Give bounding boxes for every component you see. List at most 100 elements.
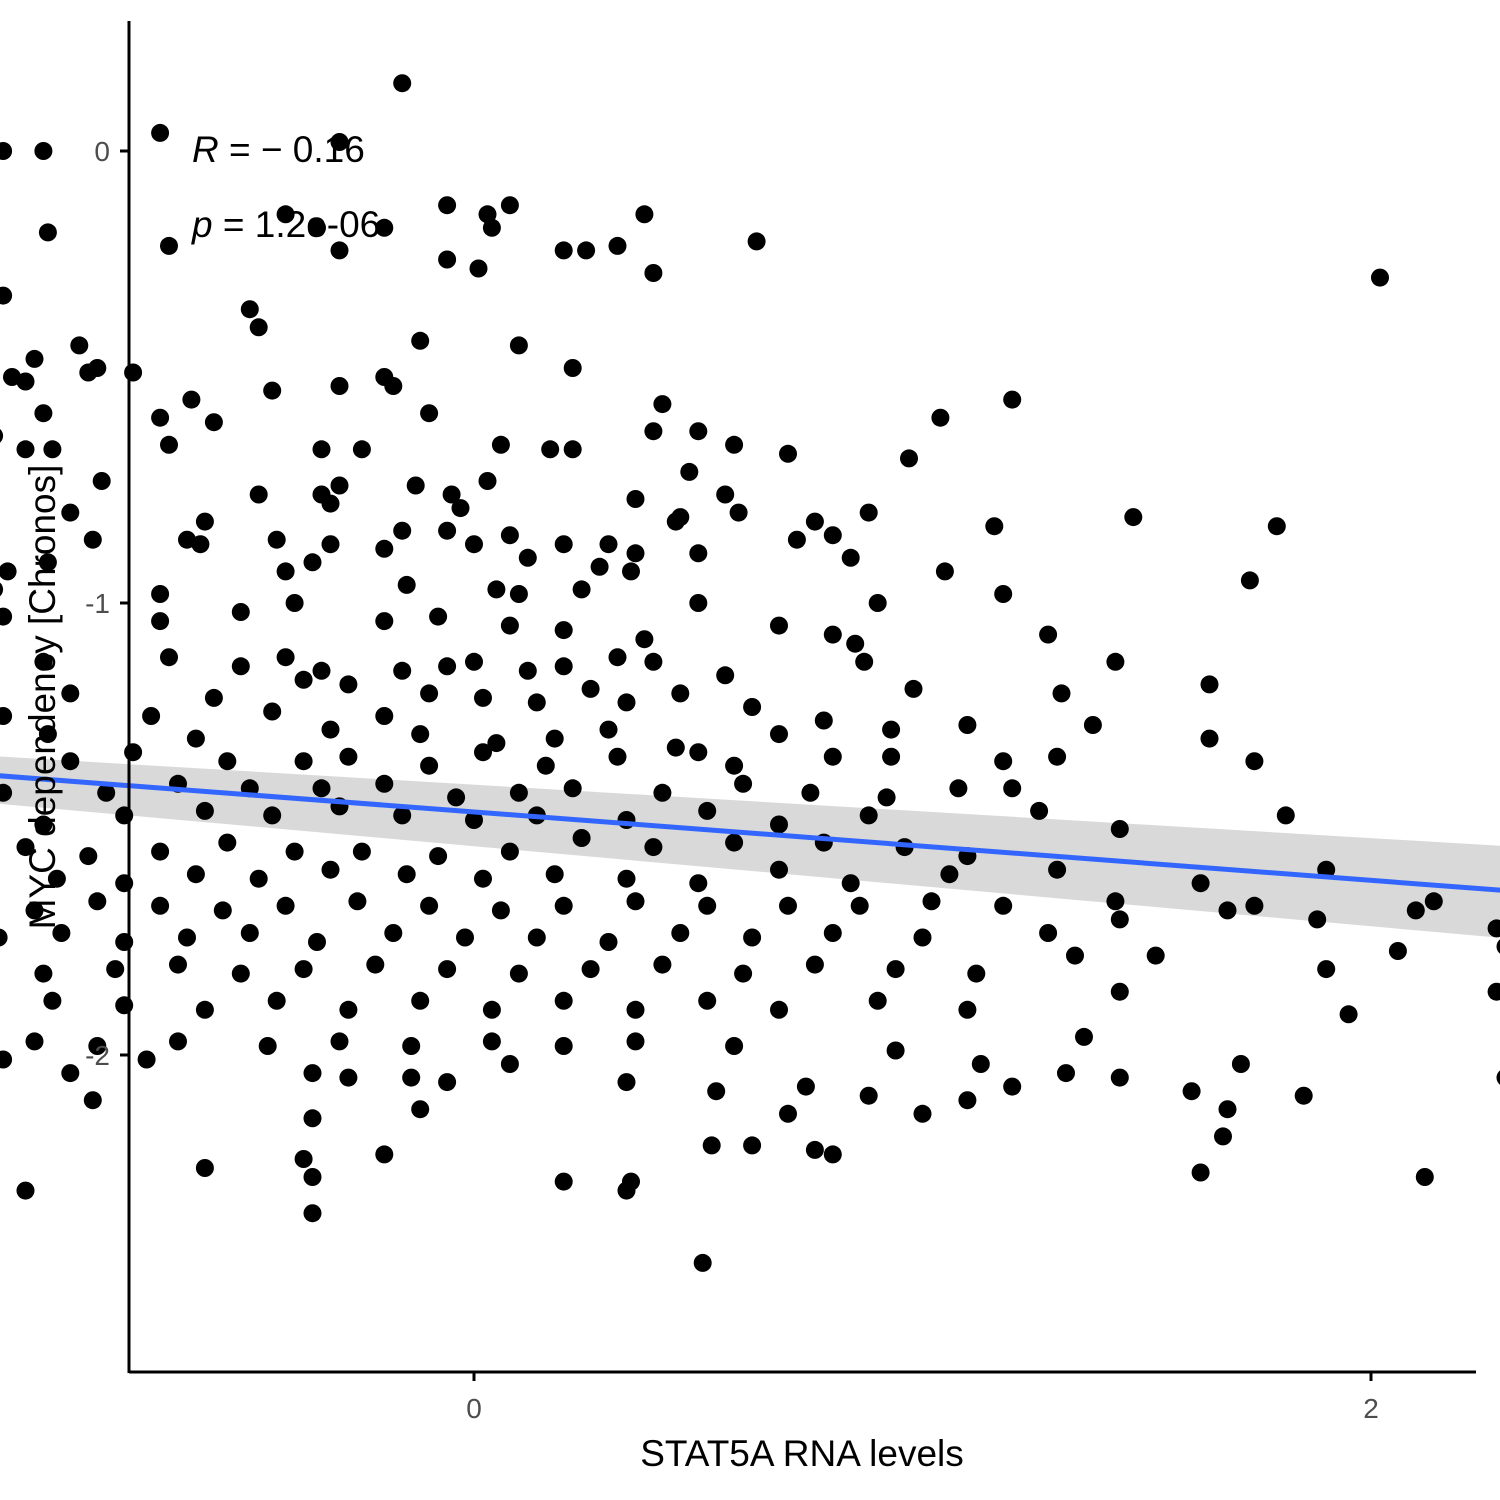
data-point (796, 1077, 815, 1096)
data-point (491, 435, 510, 454)
data-point (474, 688, 492, 707)
data-point (34, 404, 53, 423)
x-axis-title: STAT5A RNA levels (640, 1433, 964, 1474)
data-point (1066, 946, 1084, 965)
data-point (312, 661, 331, 680)
data-point (61, 684, 80, 703)
data-point (581, 679, 600, 698)
data-point (1003, 1077, 1022, 1096)
data-point (994, 752, 1013, 771)
data-point (482, 1000, 501, 1019)
data-point (231, 964, 250, 983)
data-point (554, 896, 573, 915)
data-point (626, 1032, 645, 1051)
data-point (743, 928, 762, 947)
data-point (487, 734, 506, 753)
data-point (465, 811, 483, 829)
data-point (451, 499, 470, 518)
data-point (572, 829, 591, 847)
data-point (536, 756, 555, 775)
data-point (240, 300, 259, 319)
data-point (178, 928, 196, 947)
data-point (707, 1082, 726, 1101)
data-point (160, 648, 178, 667)
data-point (1110, 910, 1129, 929)
data-point (509, 964, 528, 983)
data-point (330, 377, 349, 395)
data-point (25, 1032, 44, 1051)
data-point (366, 955, 385, 974)
data-point (779, 896, 797, 915)
data-point (406, 476, 425, 495)
data-point (1106, 892, 1125, 911)
data-point (276, 562, 295, 581)
data-point (1146, 946, 1165, 965)
data-point (397, 575, 416, 594)
data-point (16, 440, 35, 459)
y-tick-label: -2 (85, 1040, 110, 1071)
data-point (1191, 1163, 1210, 1182)
data-point (787, 530, 806, 549)
data-point (442, 485, 461, 504)
data-point (1039, 625, 1058, 644)
p-value: = 1.2e-06 (213, 204, 381, 245)
data-point (34, 815, 53, 834)
data-point (124, 363, 143, 382)
data-point (1294, 1086, 1313, 1105)
data-point (0, 142, 13, 160)
y-axis: 0 -1 -2 (85, 21, 131, 1373)
data-point (626, 1000, 645, 1019)
data-point (653, 783, 672, 802)
data-point (447, 788, 466, 807)
data-point (330, 476, 349, 495)
data-point (1110, 820, 1129, 838)
data-point (1231, 1055, 1250, 1073)
data-point (491, 901, 510, 920)
data-point (411, 725, 430, 744)
data-point (1424, 892, 1443, 911)
data-point (303, 1109, 322, 1128)
data-point (1200, 729, 1219, 748)
data-point (913, 1104, 932, 1123)
data-point (743, 698, 762, 716)
y-ticks: 0 -1 -2 (85, 136, 129, 1071)
data-point (823, 747, 842, 766)
data-point (1406, 901, 1425, 920)
data-point (581, 960, 600, 979)
data-point (92, 472, 111, 490)
data-point (25, 901, 44, 920)
data-point (1267, 517, 1286, 536)
data-point (330, 133, 349, 151)
data-point (420, 896, 439, 915)
data-point (626, 490, 645, 508)
data-point (438, 1073, 457, 1092)
data-point (294, 752, 313, 771)
data-point (321, 860, 340, 879)
data-point (590, 557, 609, 576)
data-point (303, 1204, 322, 1223)
data-point (276, 205, 295, 224)
data-point (1039, 924, 1058, 942)
data-point (124, 743, 143, 762)
data-point (689, 874, 708, 893)
data-point (563, 779, 582, 798)
data-point (554, 621, 573, 640)
data-point (1245, 752, 1264, 771)
data-point (855, 652, 874, 671)
confidence-band (0, 756, 1500, 938)
data-point (402, 1037, 421, 1055)
data-point (689, 743, 708, 762)
data-point (61, 752, 80, 771)
data-point (487, 580, 506, 599)
data-point (985, 517, 1004, 536)
data-point (79, 363, 98, 382)
data-point (339, 1068, 358, 1087)
data-point (572, 580, 591, 599)
data-point (204, 413, 223, 432)
data-point (931, 408, 950, 427)
data-point (43, 440, 62, 459)
data-point (25, 349, 44, 368)
data-point (823, 526, 842, 545)
data-point (823, 625, 842, 644)
data-point (38, 725, 57, 744)
